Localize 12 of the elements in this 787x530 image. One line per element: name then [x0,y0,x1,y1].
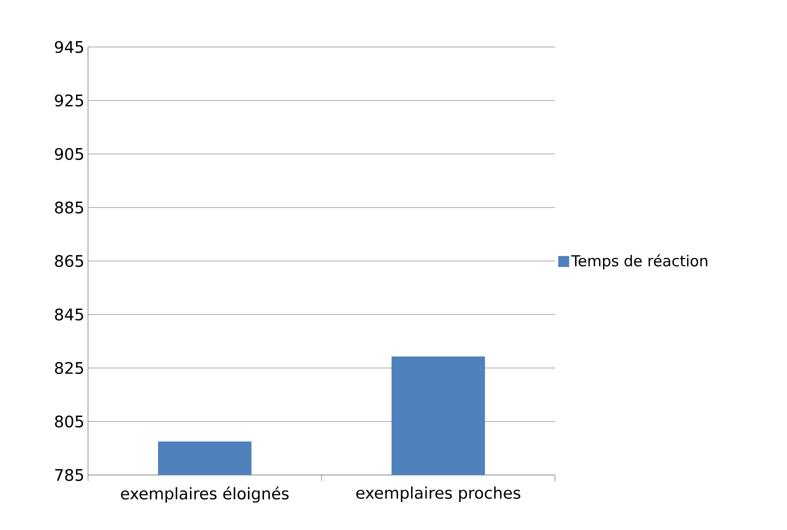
y-tick-label: 885 [55,201,84,214]
y-tick-label: 905 [54,148,84,160]
y-tick-label: 925 [54,94,84,107]
y-tick-label: 785 [55,468,84,482]
y-tick-label: 825 [55,362,84,374]
x-tick-label: exemplaires proches [356,486,520,502]
legend-label: Temps de réaction [571,254,708,270]
y-tick-label: 865 [55,254,84,268]
y-tick-label: 945 [54,40,84,54]
x-tick-label: exemplaires éloignés [120,486,289,503]
y-tick-label: 845 [55,308,84,321]
y-tick-label: 805 [55,415,84,428]
